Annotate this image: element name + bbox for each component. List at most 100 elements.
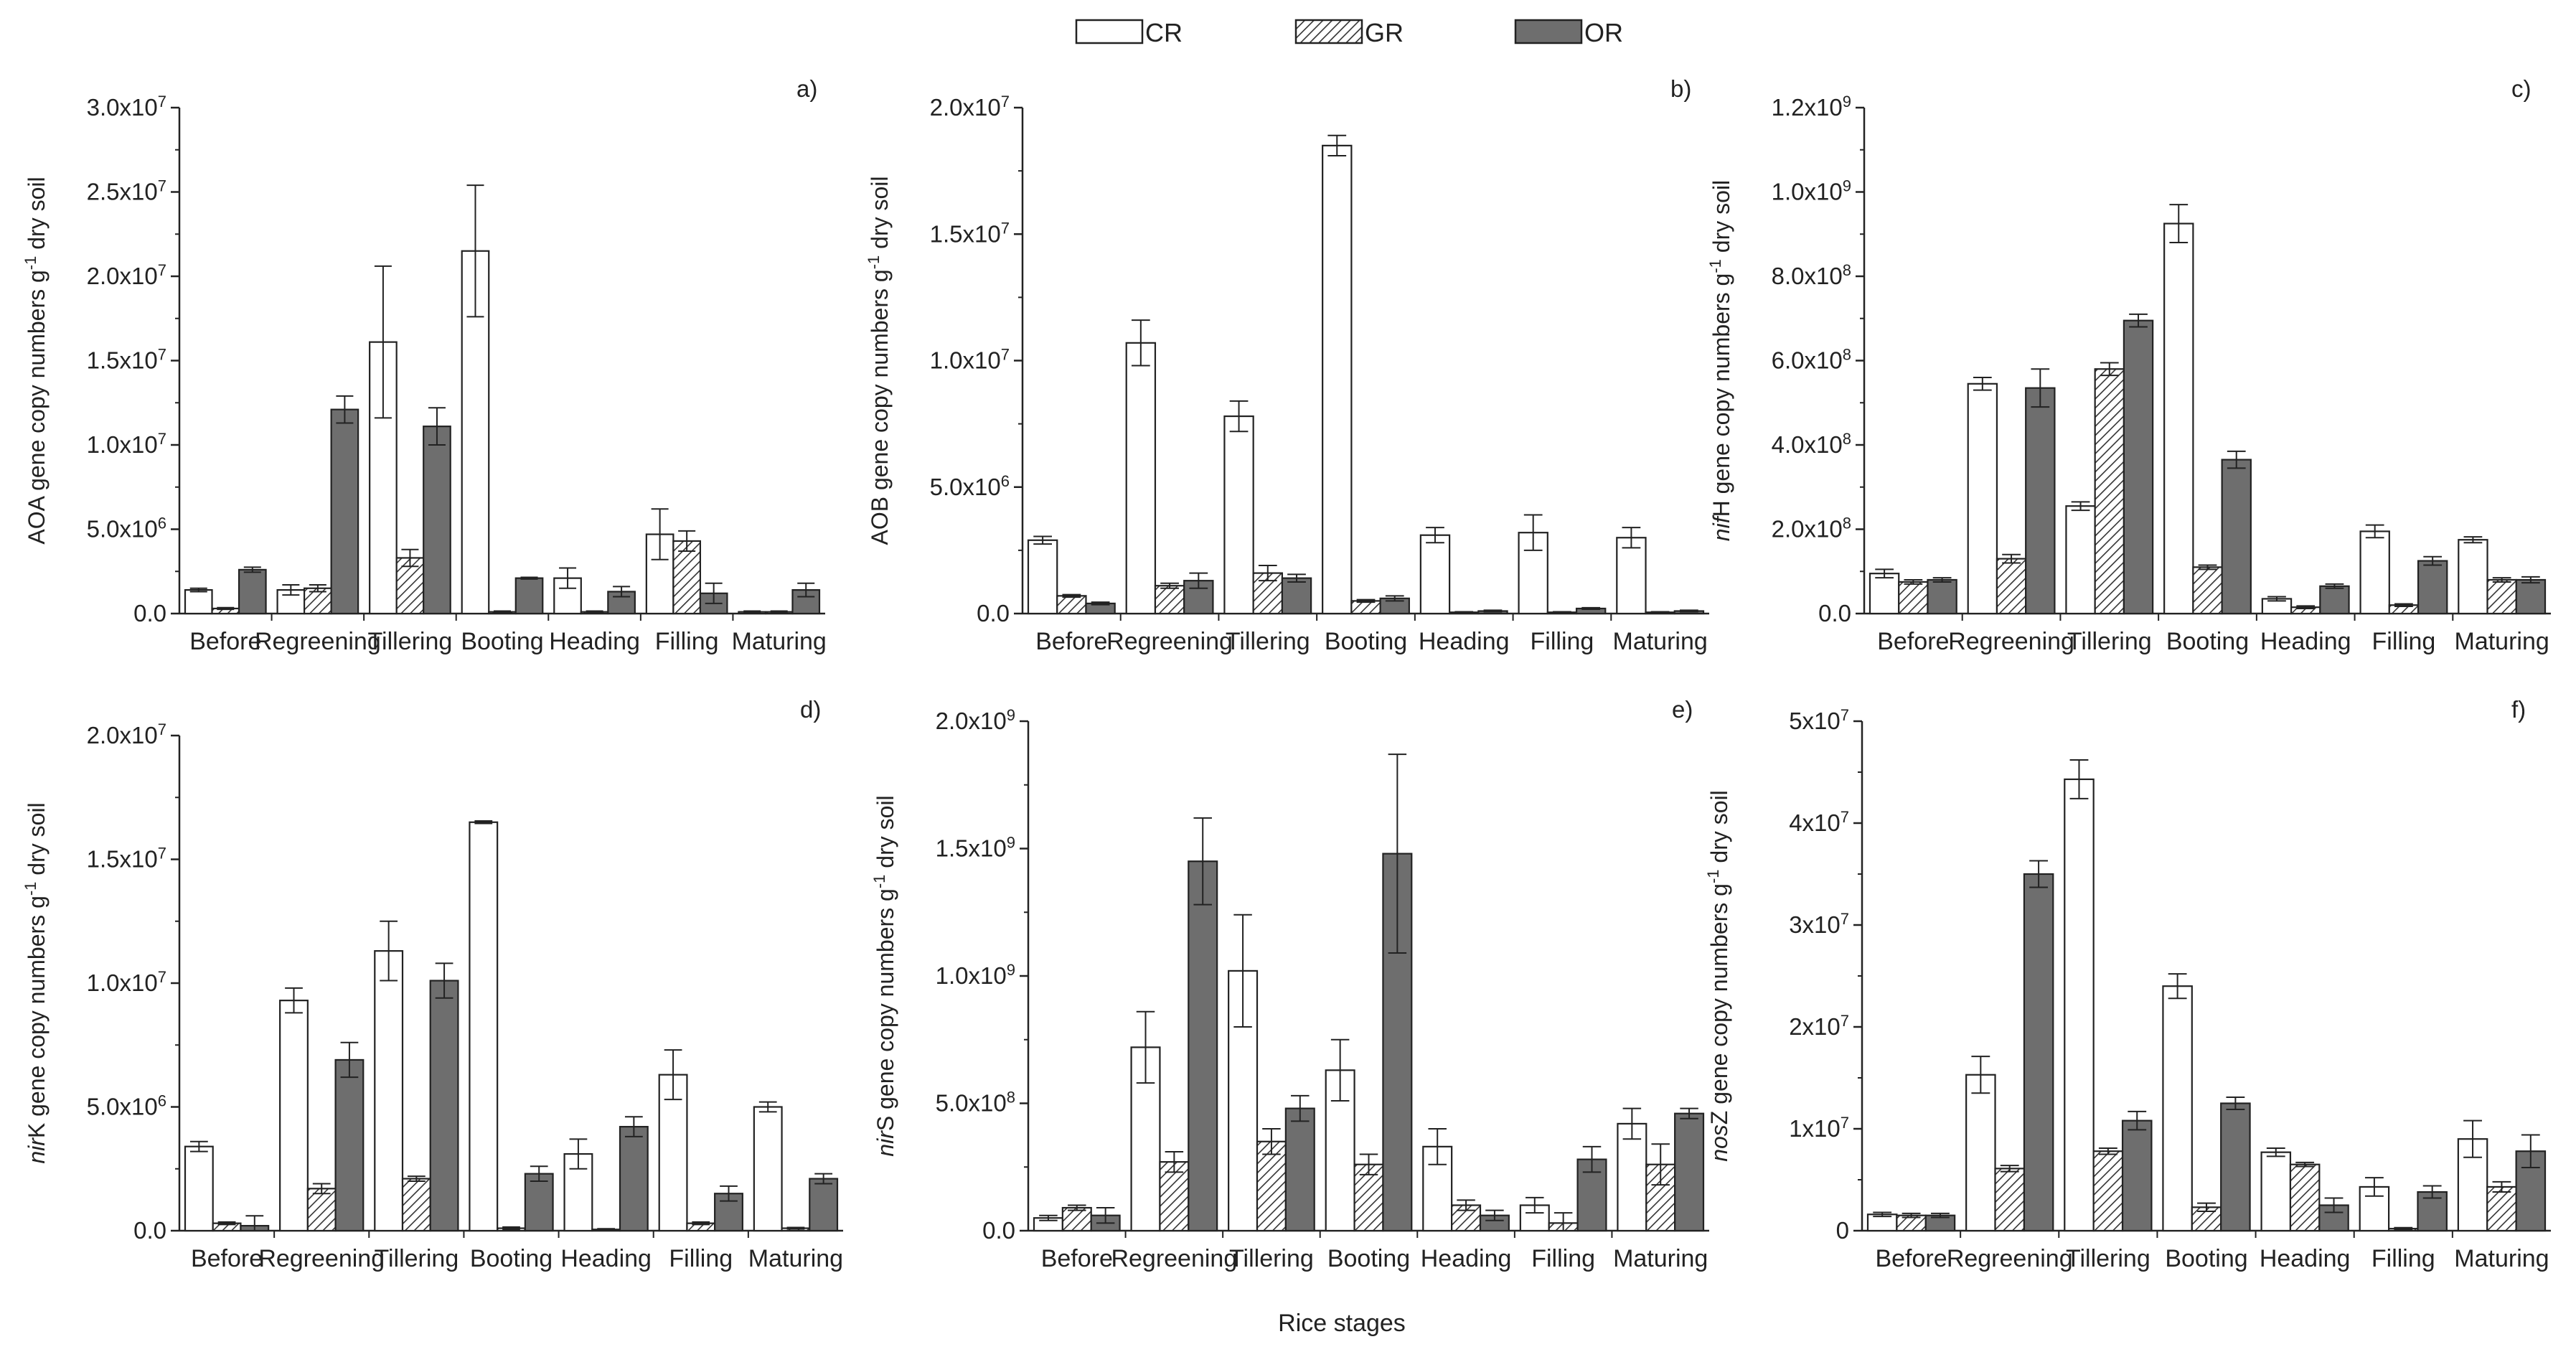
bar-cr-c — [2359, 530, 2390, 615]
x-tick-label: Regreening — [1111, 1245, 1237, 1272]
x-tick-label: Filling — [1531, 628, 1594, 655]
bar-cr-d — [279, 1000, 309, 1232]
x-tick-label: Regreening — [255, 628, 381, 655]
bar-cr-d — [469, 821, 499, 1232]
x-tick-label: Heading — [549, 628, 640, 655]
bar-or-c — [2515, 578, 2547, 615]
bar-or-f — [2220, 1102, 2251, 1232]
legend-item-cr: CR — [1075, 18, 1183, 47]
bar-or-c — [2123, 319, 2154, 615]
legend-label-or: OR — [1584, 18, 1623, 47]
y-tick-label: 1.2x109 — [1772, 93, 1851, 121]
bar-or-d — [429, 980, 459, 1232]
x-tick-label: Heading — [1421, 1245, 1512, 1272]
y-tick-label: 5.0x108 — [936, 1088, 1015, 1117]
y-tick-label: 2.0x107 — [87, 720, 166, 749]
y-tick-label: 0.0 — [1818, 600, 1851, 626]
bar-cr-c — [2458, 539, 2488, 615]
x-tick-label: Heading — [560, 1245, 652, 1272]
bar-gr-c — [1898, 581, 1929, 615]
bar-cr-f — [1965, 1074, 1996, 1232]
x-tick-label: Maturing — [1613, 628, 1708, 655]
legend-item-or: OR — [1514, 18, 1623, 47]
legend-item-gr: GR — [1294, 18, 1404, 47]
x-tick-label: Tillering — [1226, 628, 1310, 655]
bar-or-c — [2221, 459, 2252, 615]
y-tick-label: 4x107 — [1789, 808, 1849, 837]
bar-or-c — [2319, 585, 2350, 615]
bar-or-c — [2025, 387, 2056, 615]
bar-cr-d — [374, 950, 404, 1232]
bar-gr-d — [401, 1178, 431, 1232]
y-tick-label: 1x107 — [1789, 1114, 1849, 1142]
chart-panel-f: 0 1x107 2x107 3x107 4x107 5x107 nosZ gene copy… — [1704, 696, 2551, 1272]
x-tick-label: Booting — [470, 1245, 553, 1272]
bar-gr-f — [2486, 1185, 2517, 1232]
y-tick-label: 6.0x108 — [1772, 345, 1851, 374]
bar-cr-d — [753, 1106, 783, 1232]
y-tick-label: 1.0x109 — [1772, 177, 1851, 205]
x-tick-label: Tillering — [2066, 1245, 2150, 1272]
y-tick-label: 0.0 — [133, 600, 166, 626]
panel-label-f: f) — [2511, 696, 2526, 723]
y-axis-label-e: nirS gene copy numbers g-1 dry soil — [870, 795, 899, 1156]
y-axis-label-c: nifH gene copy numbers g-1 dry soil — [1706, 180, 1735, 541]
bar-or-f — [2515, 1150, 2547, 1232]
bar-gr-e — [1256, 1140, 1287, 1232]
chart-panel-c: 0.0 2.0x108 4.0x108 6.0x108 8.0x108 1.0x109 1.… — [1706, 75, 2551, 655]
y-tick-label: 4.0x108 — [1772, 430, 1851, 459]
y-tick-label: 2x107 — [1789, 1012, 1849, 1041]
bar-cr-b — [1125, 342, 1157, 615]
y-tick-label: 1.5x107 — [930, 219, 1010, 248]
x-tick-label: Booting — [1327, 1245, 1410, 1272]
bar-or-d — [809, 1178, 839, 1232]
y-tick-label: 1.0x107 — [87, 430, 166, 459]
bar-cr-f — [2064, 778, 2095, 1232]
bar-gr-b — [1154, 585, 1185, 615]
x-tick-label: Before — [1875, 1245, 1947, 1272]
y-tick-label: 0.0 — [982, 1217, 1015, 1244]
chart-panel-e: 0.0 5.0x108 1.0x109 1.5x109 2.0x109 nirS gene… — [870, 696, 1709, 1272]
y-tick-label: 2.5x107 — [87, 177, 166, 205]
x-tick-label: Booting — [461, 628, 543, 655]
bar-cr-b — [1419, 534, 1451, 615]
y-tick-label: 0.0 — [977, 600, 1010, 626]
x-tick-label: Tillering — [1229, 1245, 1314, 1272]
bar-gr-b — [1056, 595, 1087, 615]
bar-gr-a — [672, 540, 702, 615]
x-tick-label: Maturing — [1613, 1245, 1708, 1272]
x-tick-label: Heading — [2260, 1245, 2351, 1272]
y-tick-label: 1.0x107 — [930, 345, 1010, 374]
x-tick-label: Booting — [2165, 1245, 2247, 1272]
x-tick-label: Before — [191, 1245, 263, 1272]
x-tick-label: Regreening — [1106, 628, 1233, 655]
bar-or-e — [1284, 1107, 1315, 1232]
y-tick-label: 3.0x107 — [87, 93, 166, 121]
bar-gr-c — [2486, 578, 2517, 615]
legend-swatch-or — [1514, 19, 1583, 44]
y-tick-label: 2.0x107 — [930, 93, 1010, 121]
bar-or-e — [1674, 1112, 1705, 1232]
x-tick-label: Tillering — [374, 1245, 459, 1272]
common-x-axis-label: Rice stages — [1278, 1310, 1406, 1337]
y-tick-label: 3x107 — [1789, 910, 1849, 939]
bar-or-a — [423, 426, 451, 615]
x-tick-label: Maturing — [2454, 1245, 2549, 1272]
x-tick-label: Regreening — [1948, 628, 2074, 655]
bar-or-e — [1188, 860, 1218, 1232]
bar-cr-c — [1868, 573, 1900, 615]
bar-cr-c — [2163, 222, 2194, 615]
x-tick-label: Heading — [2260, 628, 2351, 655]
bar-or-d — [524, 1173, 554, 1232]
x-tick-label: Tillering — [368, 628, 453, 655]
x-tick-label: Booting — [2166, 628, 2249, 655]
y-tick-label: 2.0x108 — [1772, 514, 1851, 543]
x-tick-label: Before — [1041, 1245, 1113, 1272]
bar-or-f — [2023, 873, 2054, 1232]
y-tick-label: 8.0x108 — [1772, 261, 1851, 290]
bar-or-a — [514, 577, 544, 615]
legend-swatch-cr — [1075, 19, 1144, 44]
bar-cr-b — [1223, 415, 1254, 615]
x-tick-label: Filling — [2371, 1245, 2435, 1272]
